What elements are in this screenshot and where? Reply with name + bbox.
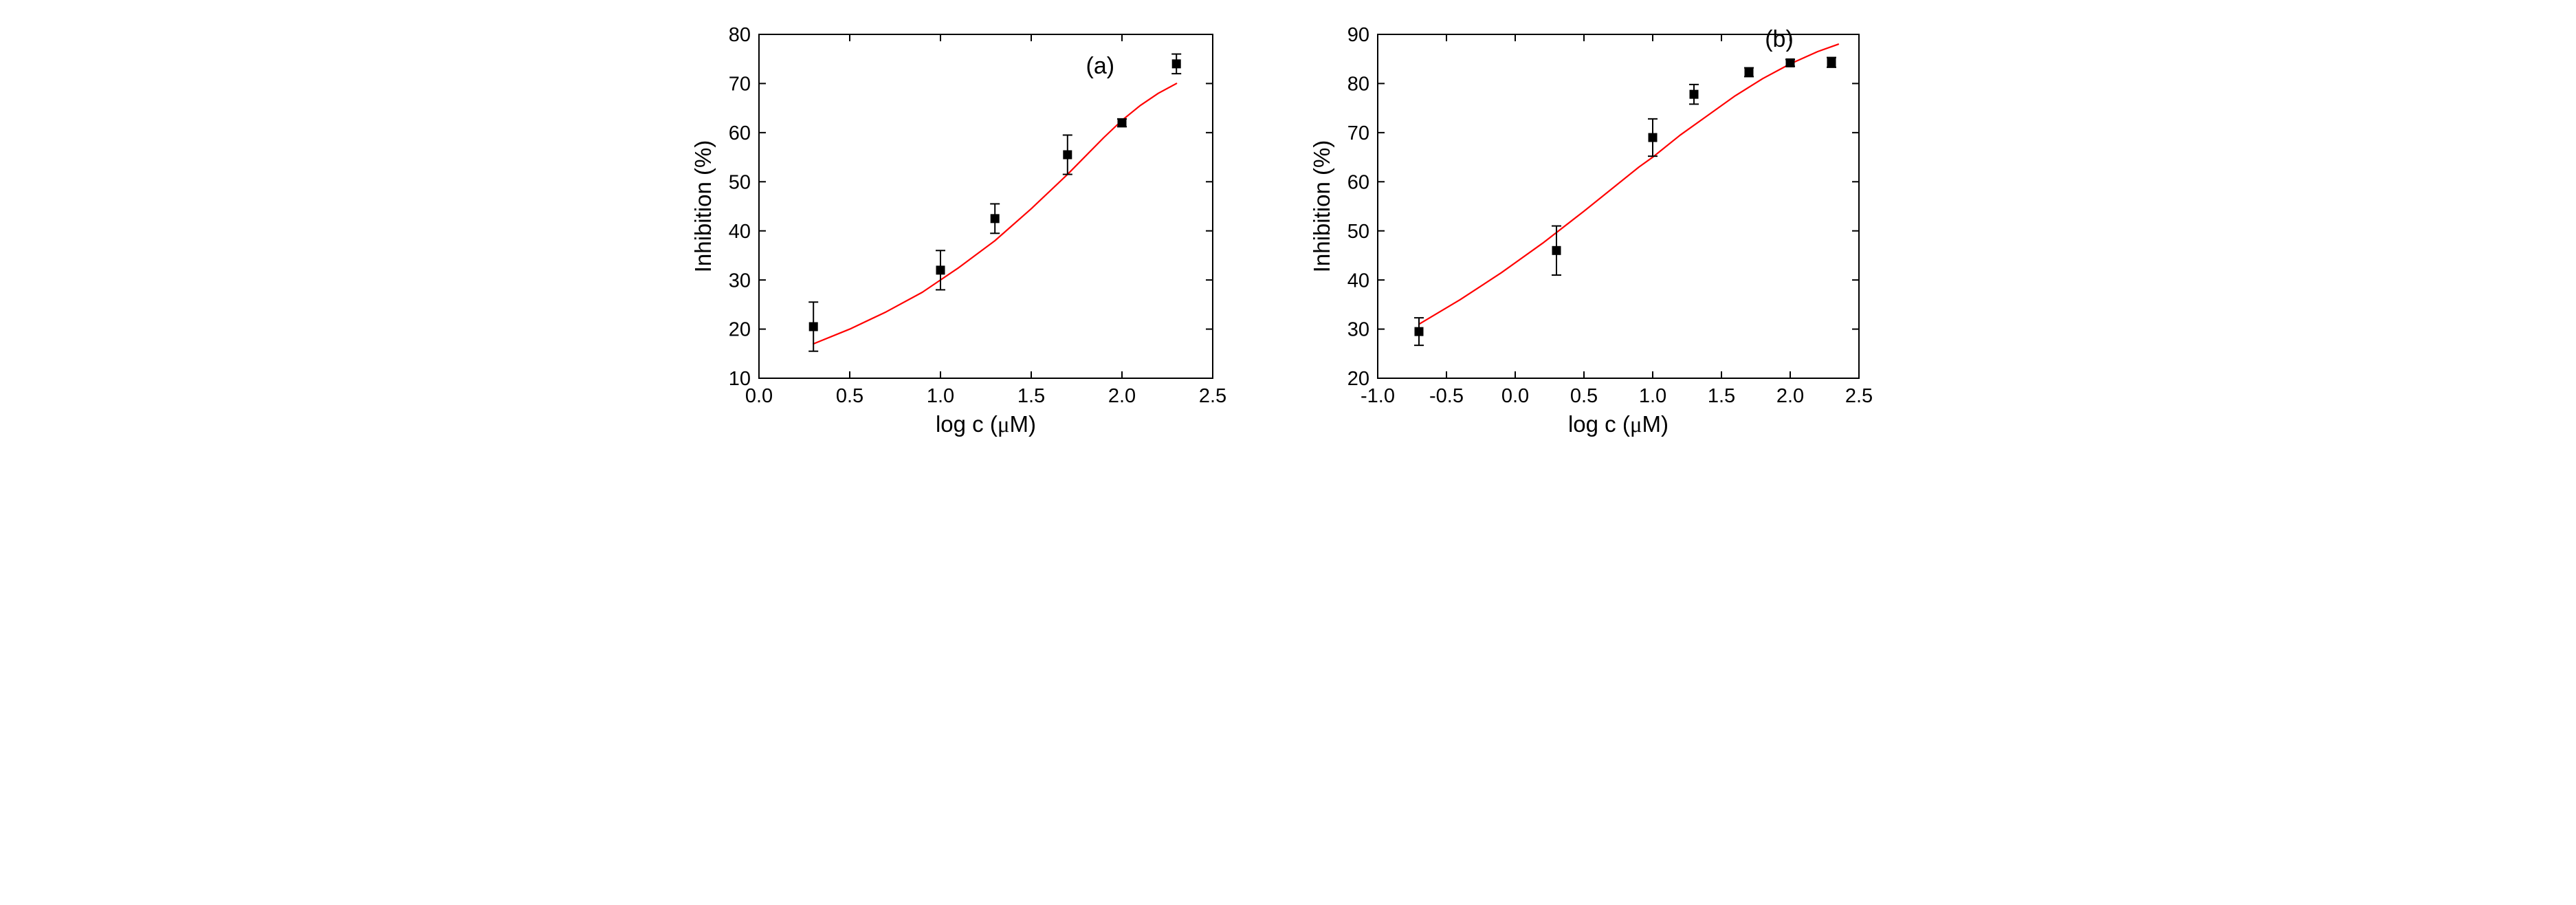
x-tick-label: 1.5 [1017, 385, 1044, 407]
panel-label: (a) [1086, 53, 1114, 79]
y-tick-label: 60 [1347, 171, 1369, 193]
x-tick-label: 1.0 [1638, 385, 1666, 407]
x-tick-label: 0.5 [835, 385, 863, 407]
y-tick-label: 40 [728, 221, 750, 243]
x-tick-label: -0.5 [1429, 385, 1464, 407]
x-tick-label: 0.0 [1501, 385, 1528, 407]
panel-a: 0.00.51.01.52.02.51020304050607080log c … [683, 14, 1247, 440]
data-point [991, 215, 999, 223]
y-tick-label: 30 [728, 270, 750, 292]
panel-b: -1.0-0.50.00.51.01.52.02.520304050607080… [1302, 14, 1893, 440]
figure-row: 0.0 0.5 1.0 1.5 2.0 2.5 10 20 30 40 50 60 70 80 log c … [0, 0, 2576, 454]
data-point [1118, 119, 1126, 127]
x-tick-label: 0.5 [1570, 385, 1597, 407]
x-tick-label: 1.0 [926, 385, 954, 407]
y-axis-label: Inhibition (%) [1309, 140, 1334, 273]
x-tick-label: 1.5 [1707, 385, 1735, 407]
y-tick-label: 20 [1347, 368, 1369, 390]
data-point [1063, 151, 1071, 159]
x-axis-label: log c (μM) [935, 411, 1035, 437]
x-tick-label: 2.0 [1108, 385, 1135, 407]
panel-label: (b) [1765, 26, 1794, 52]
x-tick-label: 2.5 [1845, 385, 1872, 407]
y-tick-label: 30 [1347, 319, 1369, 341]
y-tick-label: 70 [728, 74, 750, 96]
data-point [936, 266, 945, 274]
y-tick-label: 90 [1347, 24, 1369, 46]
y-tick-label: 10 [728, 368, 750, 390]
data-point [1827, 58, 1836, 67]
x-tick-label: 2.5 [1198, 385, 1226, 407]
y-tick-label: 80 [728, 24, 750, 46]
y-tick-label: 50 [728, 171, 750, 193]
y-tick-label: 50 [1347, 221, 1369, 243]
data-point [809, 323, 817, 331]
data-point [1415, 327, 1423, 336]
y-axis-label: Inhibition (%) [690, 140, 716, 273]
data-point [1552, 246, 1561, 254]
panel-b-svg: -1.0-0.50.00.51.01.52.02.520304050607080… [1302, 14, 1893, 440]
x-axis-label: log c (μM) [1567, 411, 1668, 437]
data-point [1649, 133, 1657, 142]
data-point [1745, 68, 1753, 76]
y-tick-label: 80 [1347, 74, 1369, 96]
x-tick-label: 2.0 [1776, 385, 1803, 407]
y-tick-label: 40 [1347, 270, 1369, 292]
y-tick-label: 60 [728, 122, 750, 144]
data-point [1786, 58, 1794, 67]
data-point [1172, 60, 1180, 68]
panel-a-svg: 0.00.51.01.52.02.51020304050607080log c … [683, 14, 1247, 440]
data-point [1690, 90, 1698, 98]
y-tick-label: 70 [1347, 122, 1369, 144]
y-tick-label: 20 [728, 319, 750, 341]
